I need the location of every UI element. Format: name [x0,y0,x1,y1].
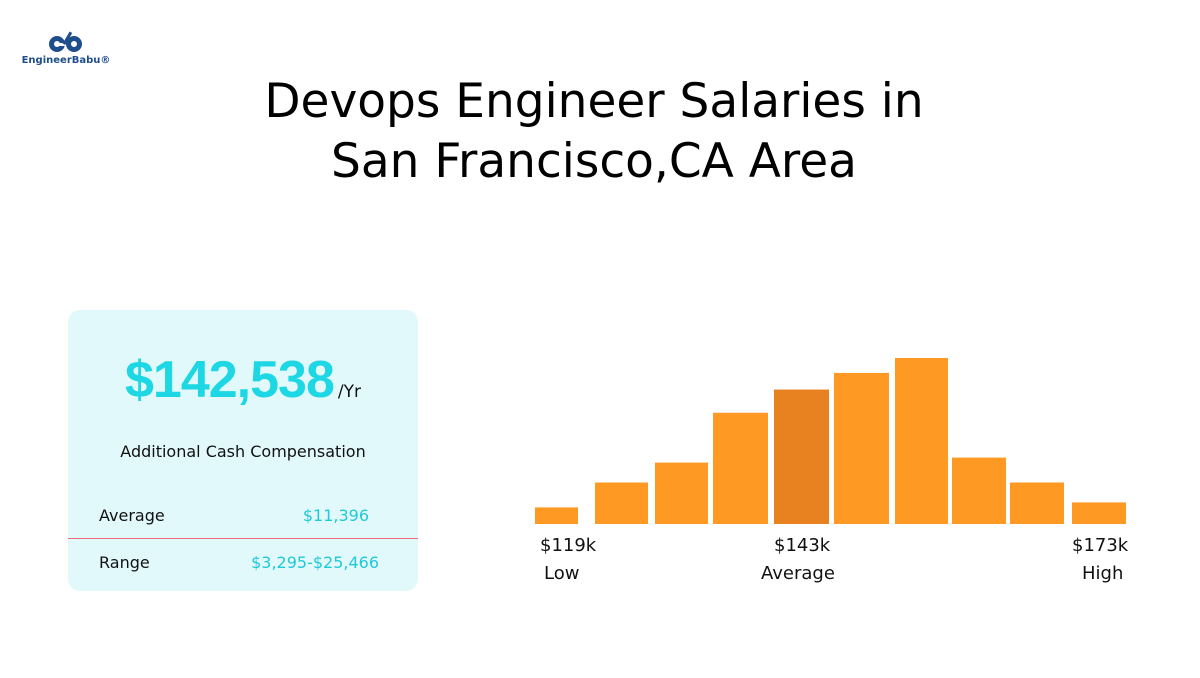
bar-5 [774,389,829,524]
salary-card: $142,538 /Yr Additional Cash Compensatio… [68,310,418,591]
additional-cash-label: Additional Cash Compensation [120,442,366,461]
page-title: Devops Engineer Salaries in San Francisc… [0,72,1188,192]
bar-4 [713,412,768,524]
salary-period: /Yr [337,382,361,402]
average-value: $11,396 [302,506,369,525]
bar-1 [535,507,578,524]
bar-6 [834,372,889,524]
bar-3 [655,462,708,524]
tick-low-label: Low [544,563,580,584]
logo: EngineerBabu® [20,28,112,66]
average-label: Average [99,506,165,525]
title-line-2: San Francisco,CA Area [331,134,857,189]
logo-text: EngineerBabu® [21,55,111,66]
range-value: $3,295-$25,466 [251,553,379,572]
bar-8 [952,457,1006,524]
bar-7 [895,358,948,524]
tick-average-label: Average [761,563,835,584]
title-line-1: Devops Engineer Salaries in [264,74,924,129]
engineerbabu-logo-icon [49,31,82,52]
range-row: Range $3,295-$25,466 [99,553,379,572]
tick-high-label: High [1082,563,1124,584]
bar-9 [1010,482,1064,524]
bar-2 [595,482,648,524]
bar-10 [1072,502,1126,524]
tick-low-value: $119k [540,535,597,556]
salary-amount: $142,538 [125,351,335,409]
average-row: Average $11,396 [99,506,379,525]
tick-average-value: $143k [774,535,831,556]
range-label: Range [99,553,150,572]
divider [68,538,418,539]
tick-high-value: $173k [1072,535,1129,556]
salary-amount-row: $142,538 /Yr [68,350,418,410]
